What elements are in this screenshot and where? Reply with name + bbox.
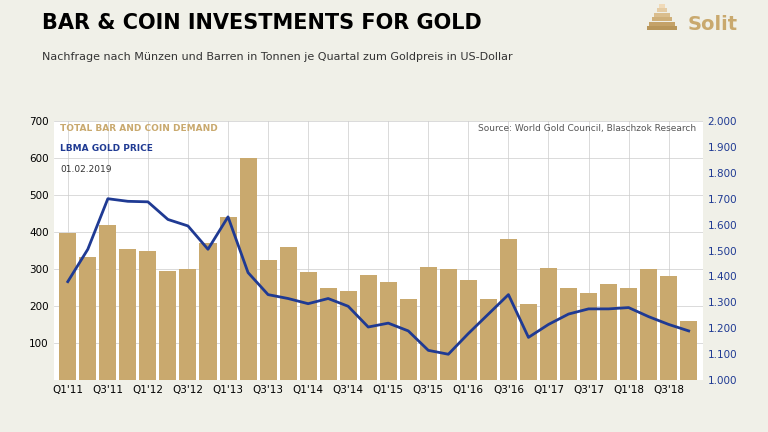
Bar — [359, 275, 377, 380]
Bar — [540, 268, 557, 380]
Bar — [99, 226, 117, 380]
Bar — [160, 271, 177, 380]
Bar — [580, 293, 597, 380]
Bar — [139, 251, 157, 380]
Bar — [319, 288, 336, 380]
Text: Solit: Solit — [687, 15, 737, 34]
Bar — [180, 269, 197, 380]
Bar — [59, 233, 76, 380]
Text: 01.02.2019: 01.02.2019 — [60, 165, 112, 174]
Bar — [260, 260, 276, 380]
Bar — [500, 239, 517, 380]
Bar — [300, 272, 316, 380]
Bar — [680, 321, 697, 380]
Bar — [440, 269, 457, 380]
Bar — [240, 158, 257, 380]
Bar — [200, 243, 217, 380]
Bar — [480, 299, 497, 380]
Bar — [640, 269, 657, 380]
Text: LBMA GOLD PRICE: LBMA GOLD PRICE — [60, 144, 153, 153]
Text: BAR & COIN INVESTMENTS FOR GOLD: BAR & COIN INVESTMENTS FOR GOLD — [42, 13, 482, 33]
Bar — [379, 282, 397, 380]
Bar — [280, 247, 296, 380]
Bar — [79, 257, 96, 380]
Bar — [600, 284, 617, 380]
Bar — [560, 288, 577, 380]
Text: TOTAL BAR AND COIN DEMAND: TOTAL BAR AND COIN DEMAND — [60, 124, 218, 133]
Bar — [420, 267, 437, 380]
Bar — [220, 217, 237, 380]
Bar — [520, 304, 537, 380]
Text: Nachfrage nach Münzen und Barren in Tonnen je Quartal zum Goldpreis in US-Dollar: Nachfrage nach Münzen und Barren in Tonn… — [42, 52, 513, 62]
Text: Source: World Gold Council, Blaschzok Research: Source: World Gold Council, Blaschzok Re… — [478, 124, 697, 133]
Bar — [460, 280, 477, 380]
Bar — [339, 291, 356, 380]
Bar — [400, 299, 417, 380]
Bar — [119, 249, 137, 380]
Bar — [660, 276, 677, 380]
Bar — [620, 288, 637, 380]
